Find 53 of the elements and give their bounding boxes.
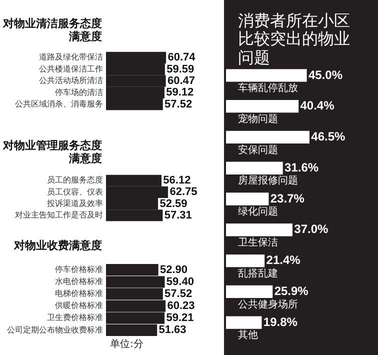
y-tick-label: 道路及绿化带保洁 [39, 52, 103, 62]
data-label: 46.5% [311, 130, 346, 144]
category-label: 公共健身场所 [238, 299, 298, 310]
y-tick-label: 员工的服务态度 [47, 176, 103, 185]
data-label: 19.8% [263, 314, 298, 329]
y-tick-label: 员工仪容、仪表 [47, 187, 103, 196]
data-label: 51.63 [158, 324, 186, 336]
data-label: 57.52 [164, 98, 192, 110]
data-label: 52.90 [160, 264, 188, 276]
y-tick-label: 停车场的清洁 [55, 88, 103, 97]
y-tick-label: 公共楼道保洁工作 [39, 64, 103, 74]
data-label: 23.7% [270, 191, 305, 206]
data-label: 21.4% [266, 253, 301, 268]
category-label: 乱搭乱建 [238, 268, 278, 280]
data-label: 40.4% [300, 98, 335, 113]
data-label: 25.9% [274, 284, 309, 298]
category-label: 宠物问题 [238, 114, 278, 125]
category-label: 其他 [238, 330, 258, 342]
chart-title: 对物业管理服务态度满意度 [2, 139, 102, 166]
data-label: 62.75 [170, 186, 198, 198]
data-label: 37.0% [294, 222, 329, 236]
data-label: 57.31 [164, 209, 192, 222]
y-tick-label: 供暖价格标准 [55, 301, 103, 310]
category-label: 卫生保洁 [238, 237, 278, 248]
data-label: 45.0% [308, 68, 343, 82]
data-label: 59.21 [166, 312, 194, 324]
data-label: 31.6% [284, 160, 319, 174]
category-label: 车辆乱停乱放 [238, 83, 298, 94]
chart-title: 消费者所在小区比较突出的物业问题 [238, 11, 351, 68]
chart-title: 对物业清洁服务态度满意度 [2, 17, 102, 44]
data-label: 59.12 [166, 86, 194, 99]
y-tick-label: 公司定期公布物业收费标准 [7, 325, 103, 334]
y-tick-label: 水电价格标准 [55, 276, 103, 286]
y-tick-label: 公共区域消杀、消毒服务 [15, 99, 103, 108]
category-label: 房屋报修问题 [238, 176, 298, 187]
y-tick-label: 投诉渠道及效率 [46, 198, 103, 208]
y-tick-label: 电梯价格标准 [55, 289, 103, 298]
data-label: 59.40 [166, 276, 194, 288]
data-label: 56.12 [163, 174, 191, 187]
category-label: 安保问题 [238, 144, 278, 156]
y-tick-label: 卫生费价格标准 [47, 313, 103, 322]
data-label: 60.47 [167, 75, 195, 88]
data-label: 59.59 [166, 63, 194, 76]
data-label: 52.59 [160, 198, 188, 210]
y-tick-label: 对业主告知工作是否及时 [15, 210, 103, 220]
data-label: 60.23 [167, 300, 195, 312]
y-tick-label: 停车价格标准 [55, 264, 103, 274]
data-label: 57.52 [164, 288, 192, 300]
text: 单位:分 [110, 338, 144, 351]
data-label: 60.74 [168, 52, 196, 64]
y-tick-label: 公共活动场所清洁 [39, 76, 103, 86]
category-label: 绿化问题 [238, 206, 278, 218]
chart-title: 对物业收费满意度 [12, 239, 102, 253]
